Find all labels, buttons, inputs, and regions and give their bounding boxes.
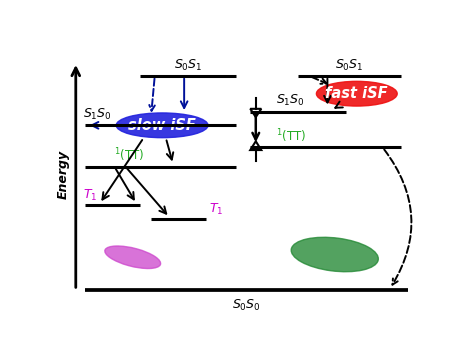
Ellipse shape: [105, 246, 161, 268]
Text: $S_0S_1$: $S_0S_1$: [335, 57, 364, 72]
Ellipse shape: [291, 237, 378, 272]
Text: $T_1$: $T_1$: [209, 201, 224, 217]
Text: $S_1S_0$: $S_1S_0$: [276, 93, 305, 108]
Text: $^1$(TT): $^1$(TT): [114, 146, 145, 164]
Text: $^1$(TT): $^1$(TT): [276, 127, 306, 145]
Text: $T_1$: $T_1$: [83, 188, 98, 203]
Text: slow iSF: slow iSF: [128, 118, 196, 133]
Ellipse shape: [116, 113, 208, 138]
Text: Energy: Energy: [57, 150, 70, 199]
Text: $S_0S_1$: $S_0S_1$: [173, 57, 202, 72]
Text: $S_1S_0$: $S_1S_0$: [83, 107, 112, 122]
Text: fast iSF: fast iSF: [326, 86, 388, 101]
Text: $S_0S_0$: $S_0S_0$: [232, 298, 261, 313]
Ellipse shape: [317, 81, 397, 106]
